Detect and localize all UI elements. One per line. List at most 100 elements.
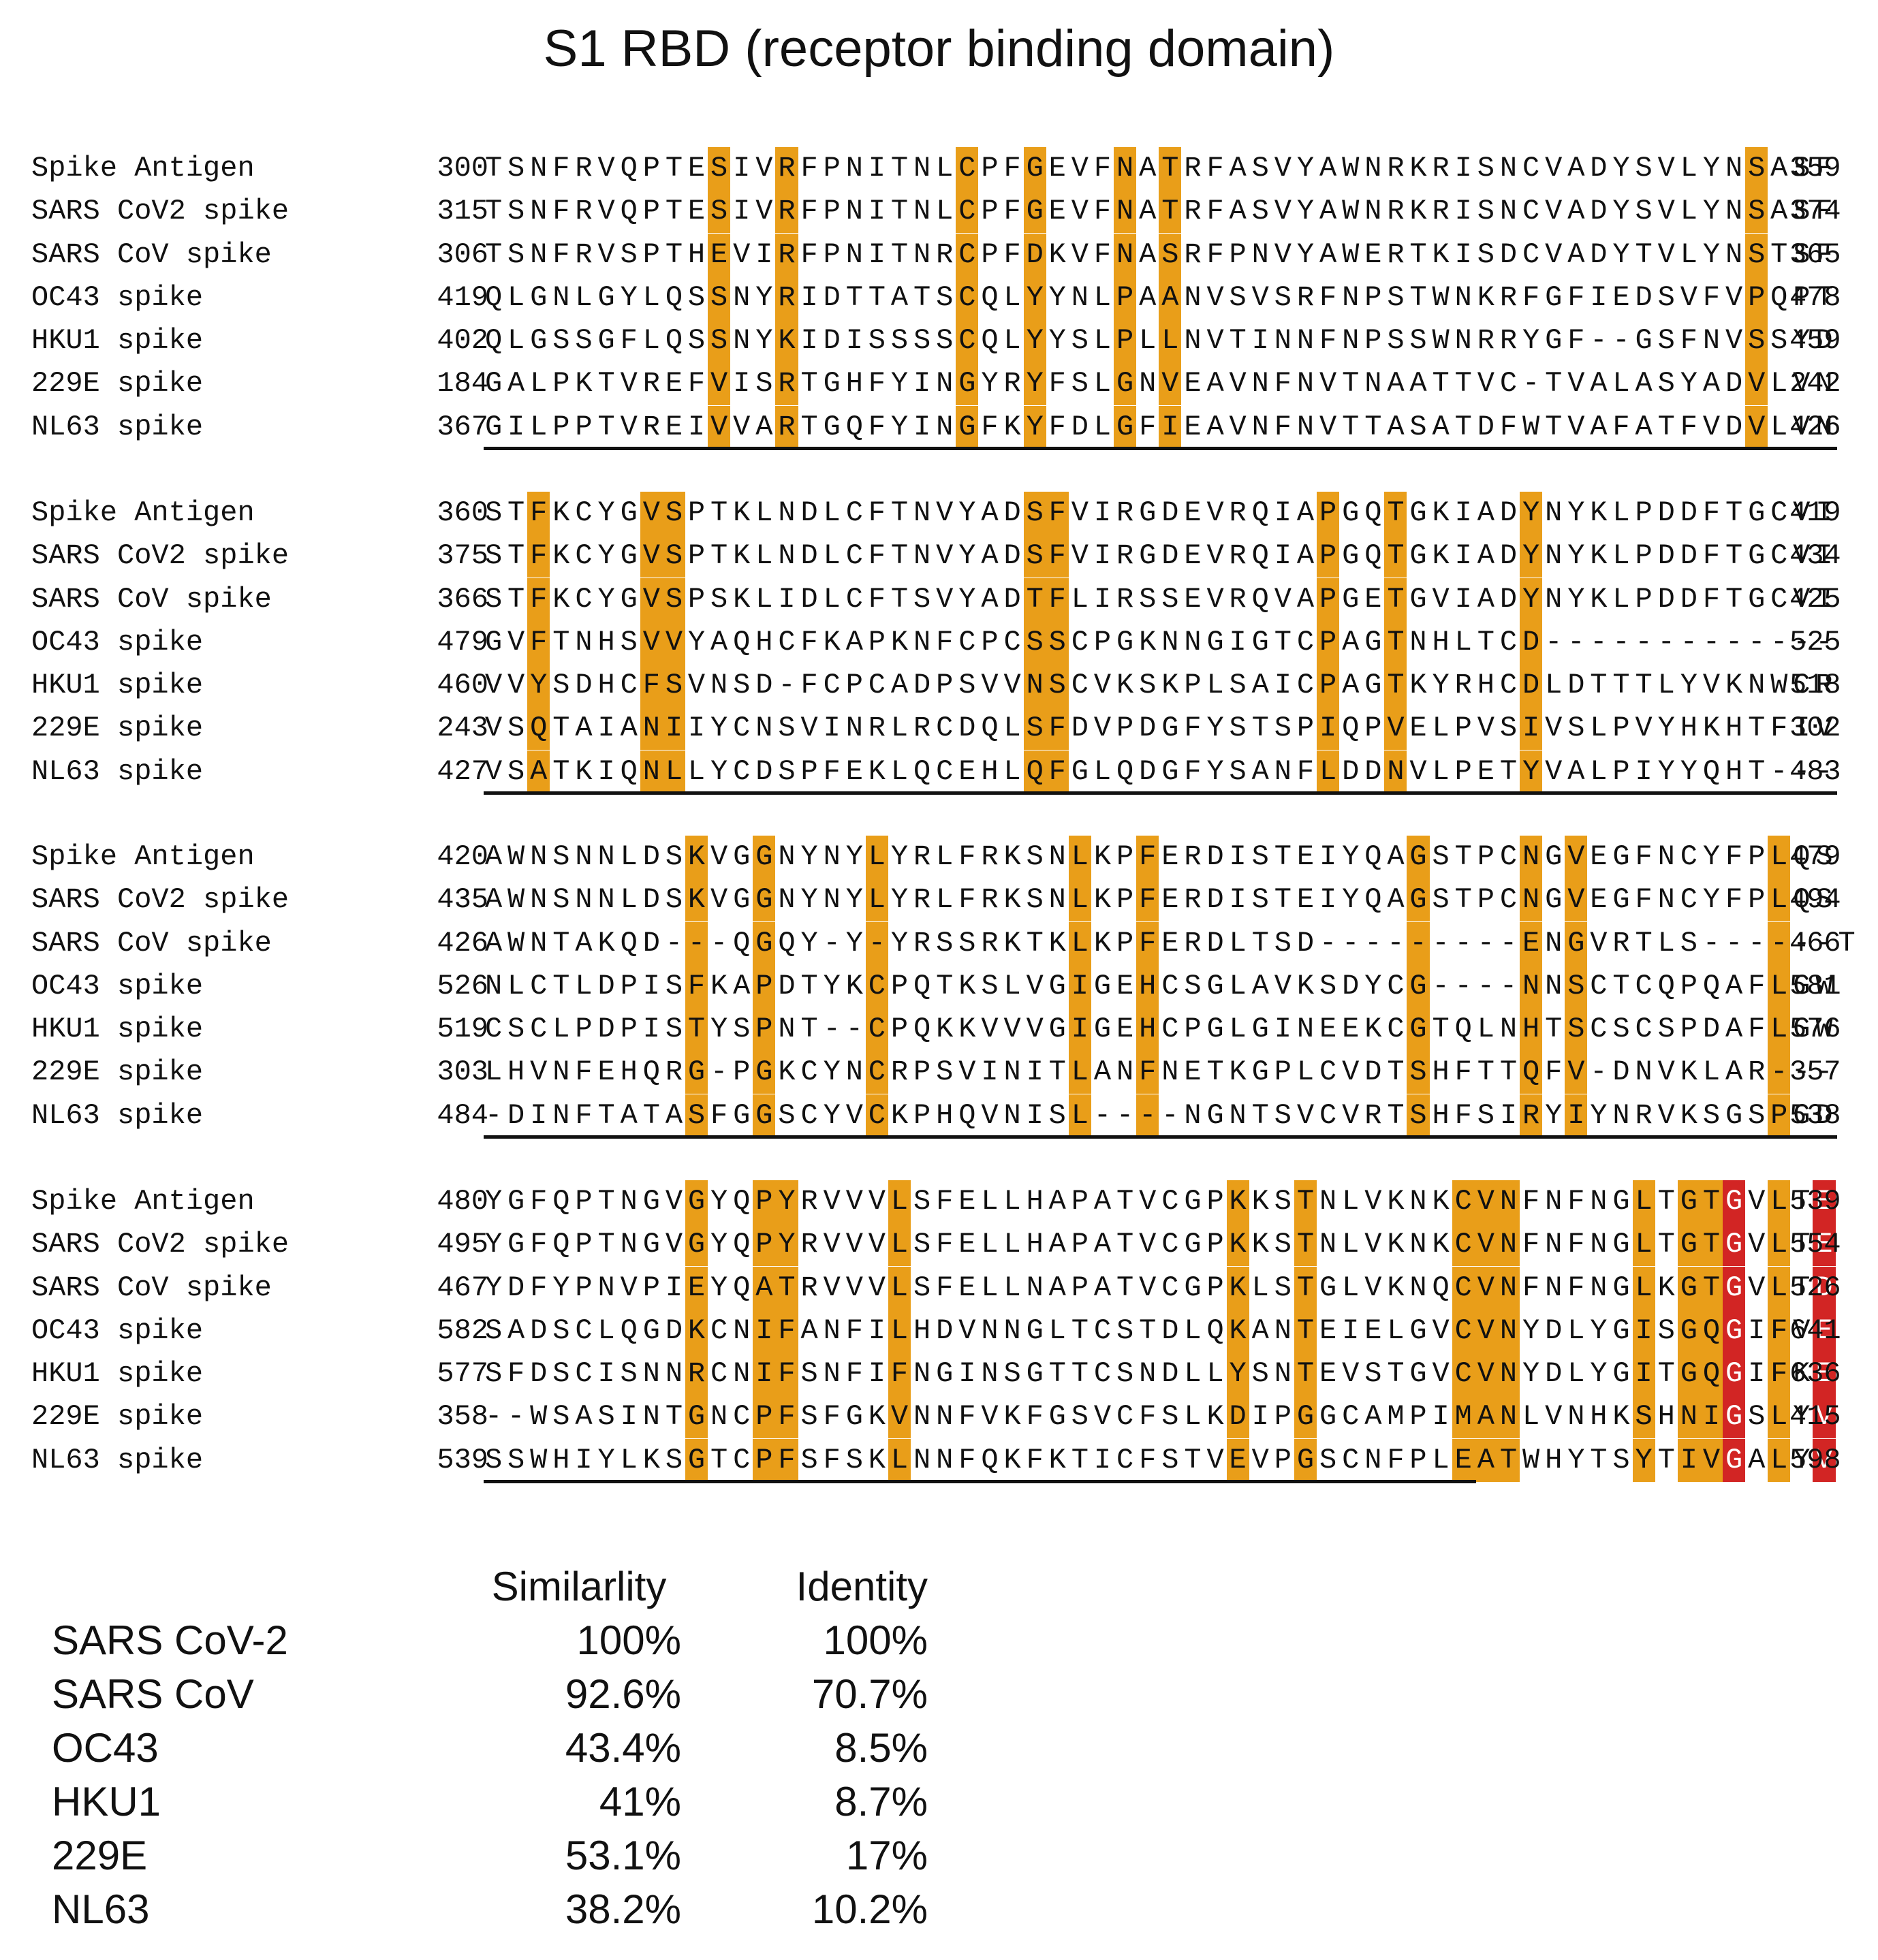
- alignment-row: SARS CoV spike 467 Y D F Y P N V P I E Y Q A T R V V V L S F E L…: [31, 1266, 1871, 1310]
- stats-row: SARS CoV-2 100% 100%: [0, 1613, 954, 1667]
- end-position: 576: [1789, 1013, 1841, 1046]
- alignment-row: 229E spike 303 L H V N F E H Q R G - P G K C Y N C R P S V I N I T L…: [31, 1051, 1871, 1094]
- alignment-row: SARS CoV2 spike 435 A W N S N N L D S K V G G N Y N Y L Y R L F…: [31, 879, 1871, 922]
- sequence-name: 229E spike: [31, 712, 204, 745]
- stats-row: HKU1 41% 8.7%: [0, 1775, 954, 1829]
- sequence-name: SARS CoV2 spike: [31, 195, 289, 228]
- alignment-row: SARS CoV2 spike 375 S T F K C Y G V S P T K L N D L C F T N V Y…: [31, 535, 1871, 578]
- start-position: 467: [437, 1271, 488, 1304]
- stats-row: SARS CoV 92.6% 70.7%: [0, 1667, 954, 1721]
- sequence-name: SARS CoV spike: [31, 926, 272, 960]
- end-position: 357: [1789, 1056, 1841, 1089]
- alignment-block: Spike Antigen 420 A W N S N N L D S K V G G N Y N Y L Y R L F R K…: [31, 836, 1871, 1139]
- alignment-row: 229E spike 184 G A L P K T V R E F V I S R T G H F Y I N G Y R Y F S…: [31, 362, 1871, 406]
- end-position: 359: [1789, 152, 1841, 185]
- start-position: 526: [437, 969, 488, 1002]
- sequence-name: OC43 spike: [31, 1314, 204, 1347]
- end-position: 365: [1789, 238, 1841, 271]
- alignment-row: OC43 spike 526 N L C T L D P I S F K A P D T Y K C P Q T K S L V G I…: [31, 964, 1871, 1008]
- end-position: 302: [1789, 712, 1841, 745]
- alignment-block: Spike Antigen 300 T S N F R V Q P T E S I V R F P N I T N L C P F…: [31, 147, 1871, 451]
- alignment-row: 229E spike 243 V S Q T A I A N I I Y C N S V I N R L R C D Q L S F D…: [31, 707, 1871, 750]
- end-position: 526: [1789, 1271, 1841, 1304]
- end-position: 459: [1789, 324, 1841, 358]
- end-position: 415: [1789, 1400, 1841, 1434]
- start-position: 360: [437, 496, 488, 529]
- stats-identity: 10.2%: [811, 1886, 928, 1932]
- sequence-name: NL63 spike: [31, 1443, 204, 1476]
- start-position: 435: [437, 883, 488, 917]
- alignment-row: Spike Antigen 300 T S N F R V Q P T E S I V R F P N I T N L C P F…: [31, 147, 1871, 190]
- alignment-row: Spike Antigen 360 S T F K C Y G V S P T K L N D L C F T N V Y A D…: [31, 492, 1871, 535]
- alignment-row: SARS CoV spike 366 S T F K C Y G V S P S K L I D L C F T S V Y A…: [31, 578, 1871, 621]
- start-position: 460: [437, 669, 488, 702]
- start-position: 366: [437, 582, 488, 616]
- start-position: 402: [437, 324, 488, 358]
- start-position: 582: [437, 1314, 488, 1347]
- stats-species: NL63: [52, 1886, 150, 1932]
- sequence-name: OC43 spike: [31, 969, 204, 1002]
- end-position: 434: [1789, 539, 1841, 573]
- sequence-name: 229E spike: [31, 1400, 204, 1434]
- stats-identity: 100%: [823, 1617, 928, 1663]
- alignment-row: Spike Antigen 420 A W N S N N L D S K V G G N Y N Y L Y R L F R K…: [31, 836, 1871, 879]
- sequence-name: HKU1 spike: [31, 1357, 204, 1391]
- alignment-row: HKU1 spike 402 Q L G S S G F L Q S S N Y K I D I S S S S C Q L Y Y S…: [31, 319, 1871, 363]
- alignment-row: HKU1 spike 577 S F D S C I S N N R C N I F S N F I F N G I N S G T T…: [31, 1353, 1871, 1396]
- alignment-row: OC43 spike 419 Q L G N L G Y L Q S S N Y R I D T T A T S C Q L Y Y N…: [31, 276, 1871, 319]
- end-position: 425: [1789, 582, 1841, 616]
- alignment-row: HKU1 spike 460 V V Y S D H C F S V N S D - F C P C A D P S V V N S C…: [31, 664, 1871, 708]
- start-position: 495: [437, 1228, 488, 1261]
- alignment-block: Spike Antigen 480 Y G F Q P T N G V G Y Q P Y R V V V L S F E L L…: [31, 1180, 1871, 1484]
- alignment-row: NL63 spike 427 V S A T K I Q N L L Y C D S P F E K L Q C E H L Q F G…: [31, 750, 1871, 793]
- end-position: 636: [1789, 1357, 1841, 1391]
- rbd-underline: [484, 1480, 1477, 1484]
- sequence-name: OC43 spike: [31, 281, 204, 314]
- start-position: 358: [437, 1400, 488, 1434]
- end-position: 478: [1789, 281, 1841, 314]
- stats-similarity: 41%: [599, 1779, 681, 1824]
- end-position: 242: [1789, 367, 1841, 400]
- end-position: 518: [1789, 669, 1841, 702]
- alignment-row: SARS CoV2 spike 495 Y G F Q P T N G V G Y Q P Y R V V V L S F E…: [31, 1223, 1871, 1267]
- end-position: 419: [1789, 496, 1841, 529]
- end-position: 466: [1789, 926, 1841, 960]
- alignment-row: NL63 spike 539 S S W H I Y L K S G T C P F S F S K L N N F Q K F K T…: [31, 1438, 1871, 1482]
- rbd-underline: [484, 791, 1838, 795]
- end-position: 426: [1789, 410, 1841, 443]
- stats-species: HKU1: [52, 1779, 161, 1824]
- stats-header-similarity: Similarlity: [491, 1564, 667, 1609]
- alignment-row: OC43 spike 582 S A D S C L Q G D K C N I F A N F I L H D V N N G L T…: [31, 1309, 1871, 1353]
- start-position: 375: [437, 539, 488, 573]
- start-position: 315: [437, 195, 488, 228]
- end-position: 479: [1789, 840, 1841, 873]
- end-position: 483: [1789, 755, 1841, 788]
- alignment-row: OC43 spike 479 G V F T N H S V V Y A Q H C F K A P K N F C P C S S C…: [31, 620, 1871, 664]
- sequence-name: NL63 spike: [31, 1098, 204, 1132]
- sequence-name: NL63 spike: [31, 410, 204, 443]
- start-position: 519: [437, 1013, 488, 1046]
- sequence-name: Spike Antigen: [31, 152, 255, 185]
- end-position: 539: [1789, 1185, 1841, 1218]
- stats-row: 229E 53.1% 17%: [0, 1829, 954, 1882]
- start-position: 420: [437, 840, 488, 873]
- stats-identity: 17%: [845, 1833, 928, 1878]
- alignment-block: Spike Antigen 360 S T F K C Y G V S P T K L N D L C F T N V Y A D…: [31, 492, 1871, 795]
